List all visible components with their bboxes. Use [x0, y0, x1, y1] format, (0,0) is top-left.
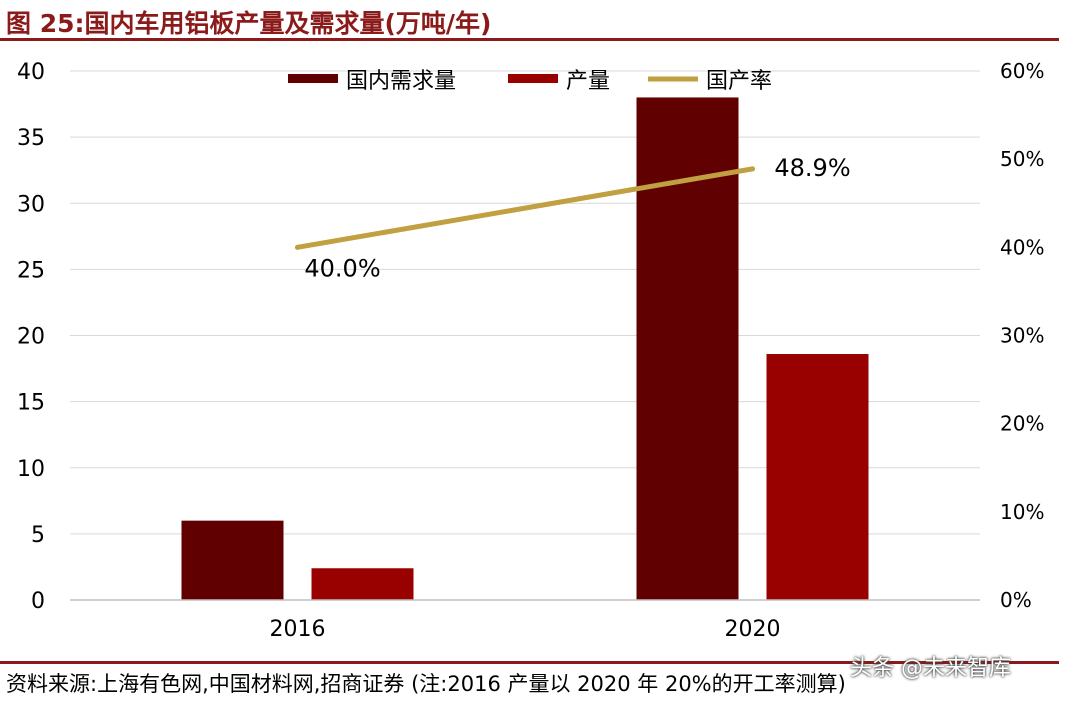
rate-point-2020: [750, 166, 755, 172]
right-tick-label: 0%: [1000, 588, 1032, 612]
x-axis: 2016 2020: [70, 599, 980, 642]
x-tick-label: 2020: [725, 617, 781, 642]
right-tick-label: 10%: [1000, 500, 1044, 524]
rate-line: 40.0% 48.9%: [295, 154, 851, 282]
left-tick-label: 40: [17, 60, 45, 85]
left-axis: 0 5 10 15 20 25 30 35 40: [17, 60, 45, 614]
bars: [181, 97, 869, 600]
right-tick-label: 50%: [1000, 147, 1044, 171]
left-tick-label: 20: [17, 325, 45, 350]
bar-demand-2016: [181, 520, 284, 600]
legend-swatch-demand: [288, 74, 338, 83]
right-tick-label: 40%: [1000, 235, 1044, 259]
source-note: 资料来源:上海有色网,中国材料网,招商证券 (注:2016 产量以 2020 年…: [6, 672, 846, 696]
right-tick-label: 20%: [1000, 412, 1044, 436]
legend-label-production: 产量: [566, 69, 610, 94]
rate-line-path: [295, 166, 755, 250]
watermark: 头条 @未来智库: [850, 656, 1011, 681]
left-tick-label: 25: [17, 258, 45, 283]
x-tick-label: 2016: [270, 617, 326, 642]
rate-point-2016: [295, 244, 300, 250]
legend-swatch-production: [508, 74, 558, 83]
left-tick-label: 35: [17, 126, 45, 151]
left-tick-label: 10: [17, 457, 45, 482]
right-axis: 0% 10% 20% 30% 40% 50% 60%: [1000, 59, 1044, 612]
figure-title: 图 25:国内车用铝板产量及需求量(万吨/年): [6, 9, 492, 38]
rate-data-label: 40.0%: [304, 254, 380, 282]
title-rule: [0, 38, 1059, 41]
source-rule: [0, 661, 1059, 664]
bar-production-2020: [766, 354, 869, 600]
bar-production-2016: [311, 568, 414, 600]
left-tick-label: 5: [31, 523, 45, 548]
left-tick-label: 30: [17, 192, 45, 217]
legend-label-demand: 国内需求量: [346, 69, 456, 94]
gridlines: [70, 70, 980, 535]
rate-data-label: 48.9%: [774, 154, 850, 182]
left-tick-label: 15: [17, 391, 45, 416]
legend-label-rate: 国产率: [706, 69, 772, 94]
right-tick-label: 60%: [1000, 59, 1044, 83]
chart: 0 5 10 15 20 25 30 35 40 0% 10% 20% 30% 40% 50% 60% 40…: [17, 59, 1044, 642]
legend: 国内需求量 产量 国产率: [288, 69, 772, 94]
left-tick-label: 0: [31, 589, 45, 614]
right-tick-label: 30%: [1000, 324, 1044, 348]
